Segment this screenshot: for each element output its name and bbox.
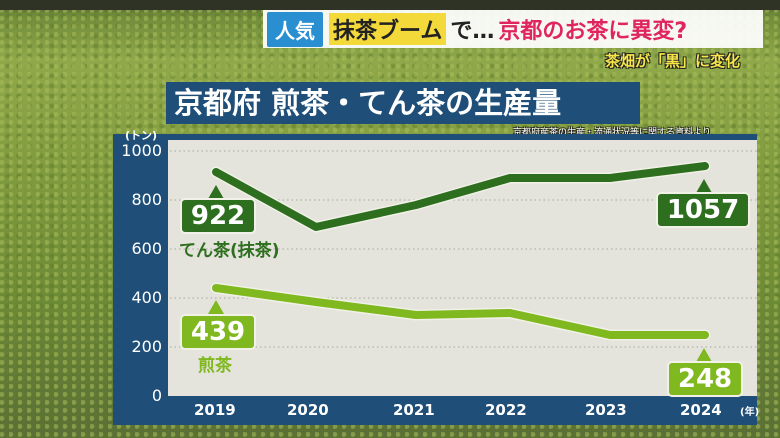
x-tick: 2019 — [194, 401, 236, 419]
telop-connector: で… — [450, 19, 495, 44]
y-axis-unit: (トン) — [125, 129, 158, 142]
x-tick: 2023 — [585, 401, 627, 419]
x-axis-unit: (年) — [740, 407, 760, 418]
telop-headline: 京都のお茶に異変? — [498, 19, 688, 44]
plot-area — [168, 140, 757, 396]
x-tick: 2024 — [680, 401, 722, 419]
sencha-2019-label: 439 — [180, 314, 256, 350]
gridlines — [170, 150, 757, 348]
tencha-series-name: てん茶(抹茶) — [179, 241, 280, 261]
y-tick: 800 — [131, 190, 162, 209]
telop-highlight: 抹茶ブーム — [329, 13, 447, 45]
tencha-2024-label: 1057 — [656, 192, 750, 228]
x-tick: 2022 — [485, 401, 527, 419]
chart-title: 京都府 煎茶・てん茶の生産量 — [166, 82, 640, 124]
source-note: 京都府産茶の生産・流通状況等に関する資料より — [513, 128, 711, 138]
sencha-2024-label: 248 — [667, 361, 743, 397]
background-top — [0, 0, 780, 10]
x-tick: 2020 — [287, 401, 329, 419]
x-tick: 2021 — [393, 401, 435, 419]
y-tick: 200 — [131, 337, 162, 356]
y-tick: 400 — [131, 288, 162, 307]
y-tick: 600 — [131, 239, 162, 258]
y-tick: 1000 — [121, 141, 162, 160]
news-telop: 人気 抹茶ブーム で… 京都のお茶に異変? — [263, 10, 763, 48]
tencha-2019-label: 922 — [180, 198, 256, 234]
sencha-series-name: 煎茶 — [198, 356, 232, 376]
telop-subtitle: 茶畑が「黒」に変化 — [605, 52, 741, 70]
y-tick: 0 — [151, 386, 162, 405]
popularity-badge: 人気 — [267, 11, 323, 47]
